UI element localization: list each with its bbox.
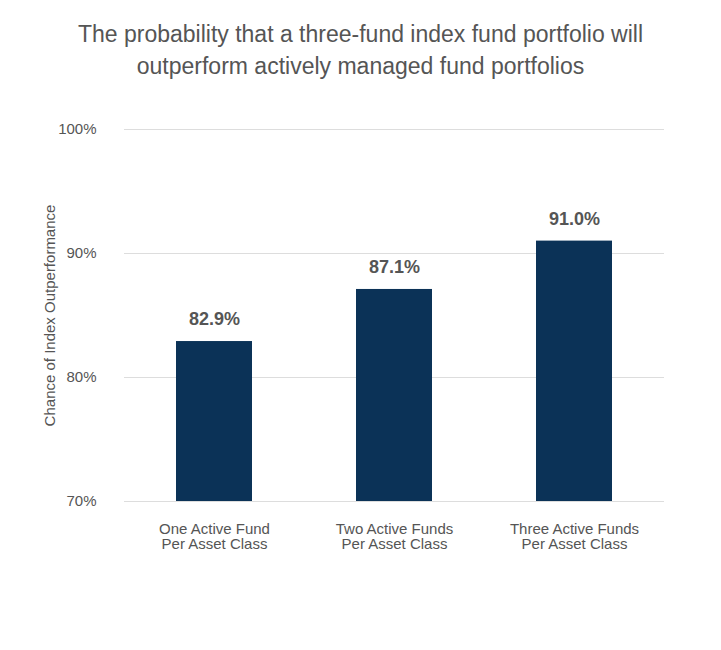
svg-text:80%: 80% <box>66 368 96 385</box>
svg-text:Chance of Index Outperformance: Chance of Index Outperformance <box>41 205 58 427</box>
svg-text:90%: 90% <box>66 244 96 261</box>
svg-text:91.0%: 91.0% <box>549 209 600 229</box>
svg-text:82.9%: 82.9% <box>189 309 240 329</box>
svg-text:One Active FundPer Asset Class: One Active FundPer Asset Class <box>159 520 270 552</box>
svg-text:87.1%: 87.1% <box>369 257 420 277</box>
svg-text:70%: 70% <box>66 492 96 509</box>
svg-text:Two Active FundsPer Asset Clas: Two Active FundsPer Asset Class <box>336 520 454 552</box>
svg-text:Three Active FundsPer Asset Cl: Three Active FundsPer Asset Class <box>510 520 639 552</box>
html-text:The probability that a three-f: The probability that a three-fund index … <box>77 21 643 79</box>
svg-text:100%: 100% <box>58 120 96 137</box>
